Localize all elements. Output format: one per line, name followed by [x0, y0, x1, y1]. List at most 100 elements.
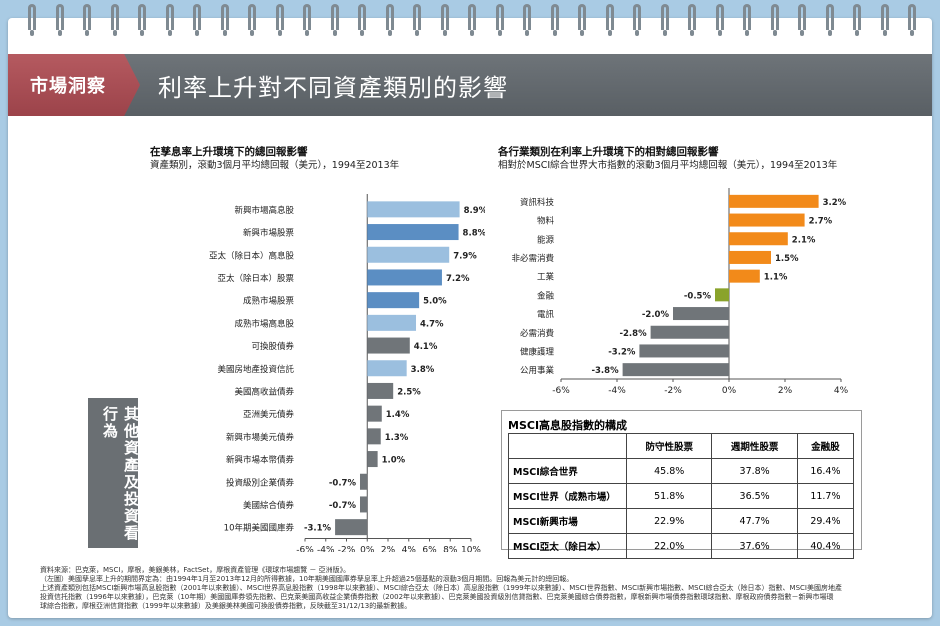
section-tag-label: 市場洞察: [30, 76, 106, 97]
bar: [729, 213, 805, 227]
binder-ring-icon: [908, 4, 916, 36]
category-label: 可換股債券: [251, 341, 294, 352]
category-label: 公用事業: [520, 365, 555, 376]
table-cell: 40.4%: [796, 533, 855, 559]
bar: [367, 451, 378, 468]
x-tick-label: -6%: [552, 386, 570, 396]
bar: [729, 232, 788, 246]
binder-ring-icon: [468, 4, 476, 36]
x-tick-label: -4%: [608, 386, 626, 396]
x-tick-label: -4%: [317, 546, 335, 553]
bar: [367, 292, 420, 309]
category-label: 亞洲美元債券: [243, 409, 295, 420]
table-row: MSCI新興市場 22.9% 47.7% 29.4%: [508, 508, 855, 534]
footnote-line: （左圖）美國孳息率上升的期間界定為：由1994年1月至2013年12月的所得數據…: [40, 575, 574, 583]
bar: [367, 405, 382, 422]
right-chart-title: 各行業類別在利率上升環境下的相對總回報影響: [498, 146, 719, 158]
bar: [367, 382, 394, 399]
bar: [639, 344, 729, 358]
data-label: 1.4%: [386, 410, 410, 420]
section-tag: 市場洞察: [8, 54, 140, 116]
x-tick-label: 2%: [778, 386, 793, 396]
table-cell: 16.4%: [796, 458, 855, 484]
footnotes: 資料來源：巴克萊，MSCI，摩根，美銀美林，FactSet，摩根資產管理《環球市…: [40, 566, 920, 611]
binder-ring-icon: [385, 4, 394, 36]
binder-ring-icon: [825, 4, 834, 36]
category-label: 成熟市場股票: [243, 296, 295, 307]
binder-ring-icon: [193, 4, 201, 36]
category-label: 美國高收益債券: [234, 386, 294, 397]
category-label: 非必需消費: [511, 253, 554, 264]
data-label: 1.5%: [775, 254, 799, 264]
right-bar-chart: -6% -4% -2% 0% 2% 4% 資訊科技 3.2% 物料 2.7% 能源 2.1% 非必需消費…: [511, 188, 849, 396]
table-row: MSCI亞太（除日本） 22.0% 37.6% 40.4%: [508, 533, 855, 559]
sidebar-category-label: 其他資產及投資看行為: [101, 406, 140, 542]
table-row: MSCI世界（成熟市場） 51.8% 36.5% 11.7%: [508, 483, 855, 509]
category-label: 工業: [537, 272, 555, 283]
x-tick-label: -2%: [664, 386, 682, 396]
category-label: 新興市場高息股: [234, 205, 294, 216]
category-label: 新興市場股票: [243, 228, 295, 239]
left-chart-title: 在孳息率上升環境下的總回報影響: [150, 146, 308, 158]
x-tick-label: -2%: [338, 546, 356, 553]
bar: [673, 307, 729, 321]
binder-ring-icon: [853, 4, 861, 36]
binder-ring-icon: [495, 4, 504, 36]
binder-ring-icon: [303, 4, 311, 36]
data-label: -2.0%: [642, 310, 670, 320]
bar: [650, 325, 729, 339]
bar: [367, 224, 459, 241]
data-label: 8.9%: [464, 206, 485, 216]
right-chart-subtitle: 相對於MSCI綜合世界大市指數的滾動3個月平均總回報（美元），1994至2013…: [498, 160, 838, 171]
category-label: 金融: [537, 290, 555, 301]
table-cell: 11.7%: [796, 483, 855, 509]
category-label: 新興市場美元債券: [226, 432, 295, 443]
category-label: 亞太（除日本）股票: [217, 273, 294, 284]
binder-ring-icon: [248, 4, 256, 36]
data-label: 2.1%: [792, 235, 816, 245]
bar: [715, 288, 729, 302]
x-tick-label: 8%: [443, 546, 458, 553]
row-label: MSCI新興市場: [508, 508, 627, 534]
binder-ring-icon: [770, 4, 779, 36]
column-header: 金融股: [796, 433, 855, 459]
category-label: 必需消費: [520, 328, 555, 339]
category-label: 物料: [537, 216, 555, 227]
data-label: 2.5%: [397, 387, 421, 397]
x-tick-label: 4%: [402, 546, 417, 553]
category-label: 美國綜合債券: [243, 500, 295, 511]
data-label: -0.7%: [329, 501, 357, 511]
category-label: 10年期美國國庫券: [224, 523, 295, 534]
page-title: 利率上升對不同資產類別的影響: [158, 74, 508, 102]
binder-ring-icon: [358, 4, 366, 36]
x-tick-label: -6%: [296, 546, 314, 553]
data-label: 3.2%: [823, 198, 847, 208]
binder-ring-icon: [110, 4, 119, 36]
binder-ring-icon: [523, 4, 531, 36]
column-header: 防守性股票: [625, 433, 713, 459]
table-cell: 29.4%: [796, 508, 855, 534]
table-corner: [508, 433, 627, 459]
binder-ring-icon: [798, 4, 806, 36]
data-label: -0.7%: [329, 478, 357, 488]
binder-ring-icon: [660, 4, 669, 36]
composition-table-box: MSCI高息股指數的構成 防守性股票 週期性股票 金融股 MSCI綜合世界 45…: [501, 410, 862, 559]
data-label: 8.8%: [463, 229, 485, 239]
category-label: 能源: [537, 234, 555, 245]
binder-ring-icon: [715, 4, 724, 36]
binder-ring-icon: [605, 4, 614, 36]
left-bar-chart: -6% -4% -2% 0% 2% 4% 6% 8% 10% 新興市場高息股 8.9% 新興市場股票 8…: [209, 194, 485, 553]
binder-ring-icon: [440, 4, 449, 36]
table-row: MSCI綜合世界 45.8% 37.8% 16.4%: [508, 458, 855, 484]
binder-ring-icon: [220, 4, 229, 36]
bar: [367, 360, 407, 377]
table-cell: 22.0%: [625, 533, 713, 559]
data-label: 3.8%: [411, 365, 435, 375]
row-label: MSCI世界（成熟市場）: [508, 483, 627, 509]
data-label: -3.8%: [591, 366, 619, 376]
table-cell: 22.9%: [625, 508, 713, 534]
binder-ring-icon: [55, 4, 64, 36]
data-label: 4.7%: [420, 319, 444, 329]
table-cell: 37.6%: [711, 533, 798, 559]
header-bar: 市場洞察 利率上升對不同資產類別的影響: [8, 54, 932, 116]
